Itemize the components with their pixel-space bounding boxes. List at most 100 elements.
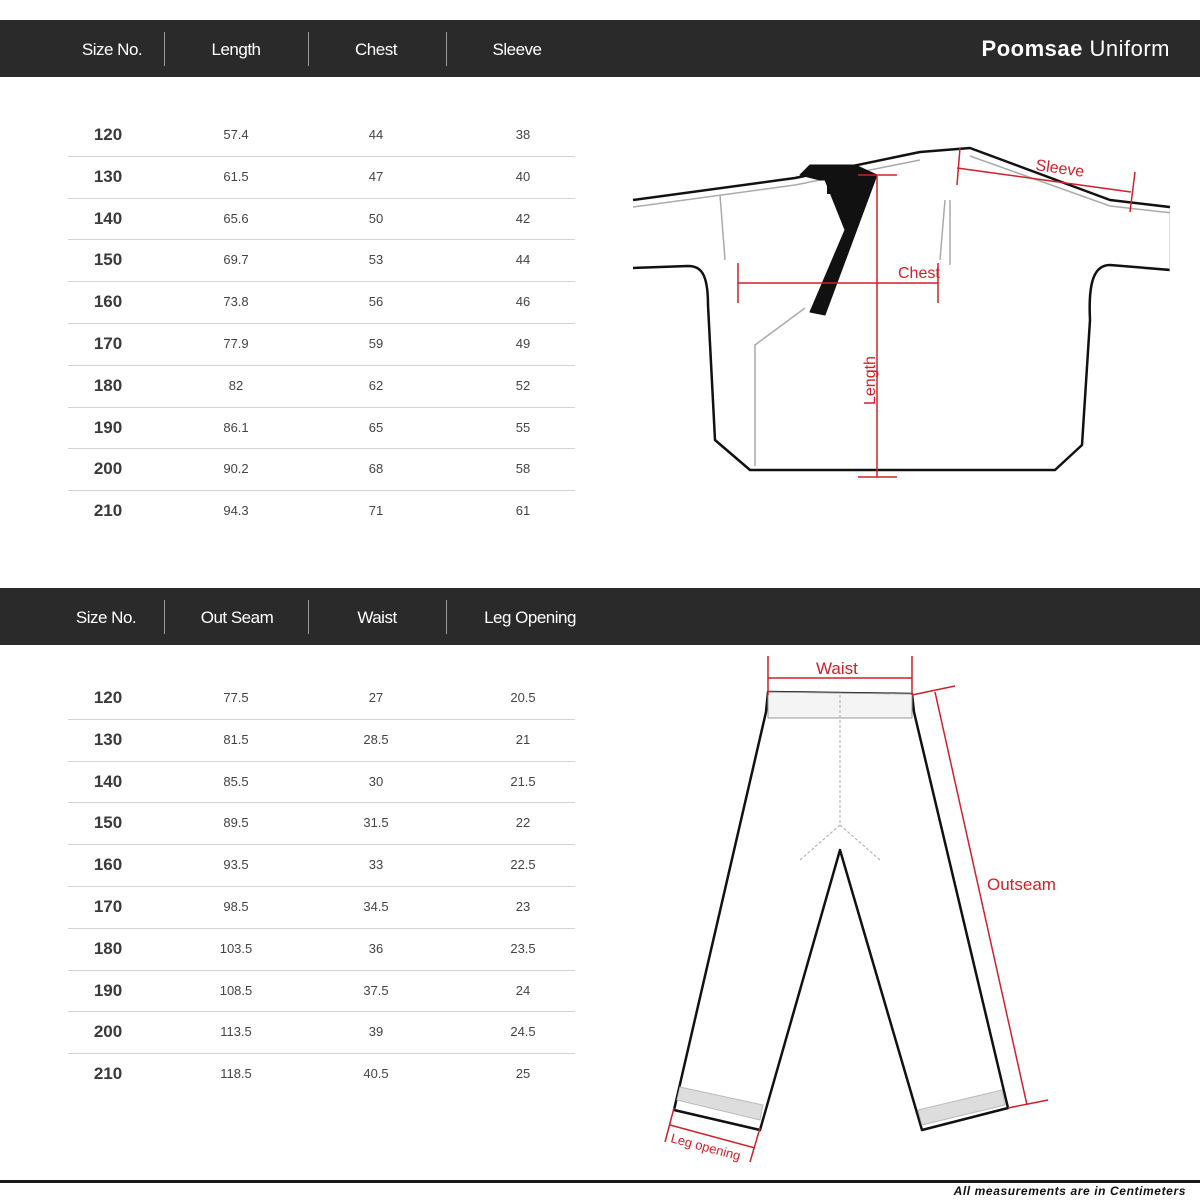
- size-cell: 170: [93, 896, 123, 916]
- value-cell: 93.5: [223, 857, 249, 873]
- value-cell: 113.5: [220, 1024, 252, 1040]
- divider: [446, 32, 447, 66]
- table-row: 200 113.5 39 24.5: [68, 1012, 575, 1055]
- value-cell: 65.6: [223, 210, 249, 226]
- size-cell: 190: [93, 417, 123, 437]
- value-cell: 103.5: [219, 940, 253, 956]
- divider: [308, 32, 309, 66]
- size-cell: 160: [93, 855, 123, 875]
- value-cell: 22.5: [510, 857, 536, 873]
- size-cell: 180: [93, 375, 123, 395]
- chest-label: Chest: [898, 265, 940, 282]
- value-cell: 98.5: [223, 898, 249, 914]
- value-cell: 22: [515, 815, 531, 831]
- size-cell: 160: [93, 292, 123, 312]
- table-row: 190 108.5 37.5 24: [68, 971, 575, 1013]
- value-cell: 71: [368, 503, 384, 519]
- value-cell: 49: [515, 335, 531, 351]
- header-size: Size No.: [75, 608, 137, 627]
- value-cell: 46: [515, 294, 531, 310]
- length-label: Length: [862, 356, 879, 405]
- table-row: 120 77.5 27 20.5: [68, 678, 575, 720]
- table-row: 180 82 62 52: [68, 366, 575, 408]
- value-cell: 59: [368, 335, 384, 351]
- value-cell: 86.1: [223, 419, 249, 435]
- header-waist: Waist: [357, 608, 397, 627]
- size-cell: 150: [93, 250, 123, 270]
- header-outseam: Out Seam: [200, 608, 274, 627]
- divider: [446, 600, 447, 634]
- table-row: 200 90.2 68 58: [68, 449, 575, 492]
- value-cell: 28.5: [363, 731, 389, 747]
- jacket-size-table: 120 57.4 44 38 130 61.5 47 40 140 65.6 50 42 150 69.7…: [68, 115, 575, 532]
- table-row: 170 98.5 34.5 23: [68, 887, 575, 929]
- value-cell: 53: [368, 252, 384, 268]
- value-cell: 30: [368, 773, 384, 789]
- value-cell: 90.2: [223, 461, 249, 477]
- value-cell: 44: [368, 127, 384, 142]
- table-row: 160 93.5 33 22.5: [68, 845, 575, 887]
- size-cell: 180: [93, 938, 123, 958]
- value-cell: 65: [368, 419, 384, 435]
- divider: [308, 600, 309, 634]
- sleeve-label: Sleeve: [1034, 157, 1085, 181]
- page-title: Poomsae Uniform: [981, 36, 1170, 61]
- value-cell: 55: [515, 419, 531, 435]
- value-cell: 61.5: [223, 168, 249, 184]
- pants-size-table: 120 77.5 27 20.5 130 81.5 28.5 21 140 85.5 30 21.5 1…: [68, 678, 575, 1095]
- value-cell: 69.7: [223, 252, 249, 268]
- size-cell: 140: [93, 208, 123, 228]
- size-cell: 130: [93, 166, 123, 186]
- header-chest: Chest: [355, 40, 397, 59]
- table-row: 170 77.9 59 49: [68, 324, 575, 366]
- value-cell: 31.5: [363, 815, 389, 831]
- value-cell: 47: [368, 168, 384, 184]
- table-row: 150 89.5 31.5 22: [68, 803, 575, 846]
- jacket-diagram: Chest Length Sleeve: [632, 146, 1170, 478]
- value-cell: 38: [515, 127, 531, 142]
- value-cell: 50: [368, 210, 384, 226]
- value-cell: 77.5: [223, 690, 249, 705]
- value-cell: 56: [368, 294, 384, 310]
- footer-note: All measurements are in Centimeters: [953, 1184, 1186, 1198]
- table-row: 120 57.4 44 38: [68, 115, 575, 157]
- waist-label: Waist: [816, 659, 858, 678]
- size-cell: 150: [93, 813, 123, 833]
- size-cell: 120: [93, 125, 123, 144]
- outseam-label: Outseam: [987, 875, 1056, 894]
- value-cell: 40.5: [363, 1066, 389, 1082]
- value-cell: 20.5: [510, 690, 536, 705]
- table-row: 140 65.6 50 42: [68, 199, 575, 241]
- header-size: Size No.: [81, 40, 143, 59]
- value-cell: 24: [515, 982, 531, 998]
- value-cell: 108.5: [219, 982, 253, 998]
- value-cell: 81.5: [223, 731, 249, 747]
- header-length: Length: [211, 40, 262, 59]
- value-cell: 62: [368, 377, 384, 393]
- value-cell: 24.5: [510, 1024, 536, 1040]
- value-cell: 61: [515, 503, 531, 519]
- value-cell: 40: [515, 168, 531, 184]
- value-cell: 23.5: [510, 940, 536, 956]
- value-cell: 44: [515, 252, 531, 268]
- table-row: 180 103.5 36 23.5: [68, 929, 575, 971]
- table-row: 150 69.7 53 44: [68, 240, 575, 283]
- value-cell: 27: [368, 690, 384, 705]
- value-cell: 36: [368, 940, 384, 956]
- value-cell: 118.5: [220, 1066, 252, 1082]
- table-row: 210 94.3 71 61: [68, 491, 575, 532]
- table-row: 190 86.1 65 55: [68, 408, 575, 450]
- value-cell: 34.5: [363, 898, 389, 914]
- value-cell: 68: [368, 461, 384, 477]
- size-cell: 200: [93, 1022, 123, 1042]
- table-row: 130 81.5 28.5 21: [68, 720, 575, 762]
- header-sleeve: Sleeve: [492, 40, 542, 59]
- value-cell: 21.5: [510, 773, 536, 789]
- value-cell: 82: [228, 377, 244, 393]
- value-cell: 57.4: [223, 127, 249, 142]
- size-cell: 210: [93, 501, 123, 521]
- header-leg-opening: Leg Opening: [484, 608, 576, 627]
- size-cell: 130: [93, 729, 123, 749]
- size-cell: 170: [93, 333, 123, 353]
- value-cell: 85.5: [223, 773, 249, 789]
